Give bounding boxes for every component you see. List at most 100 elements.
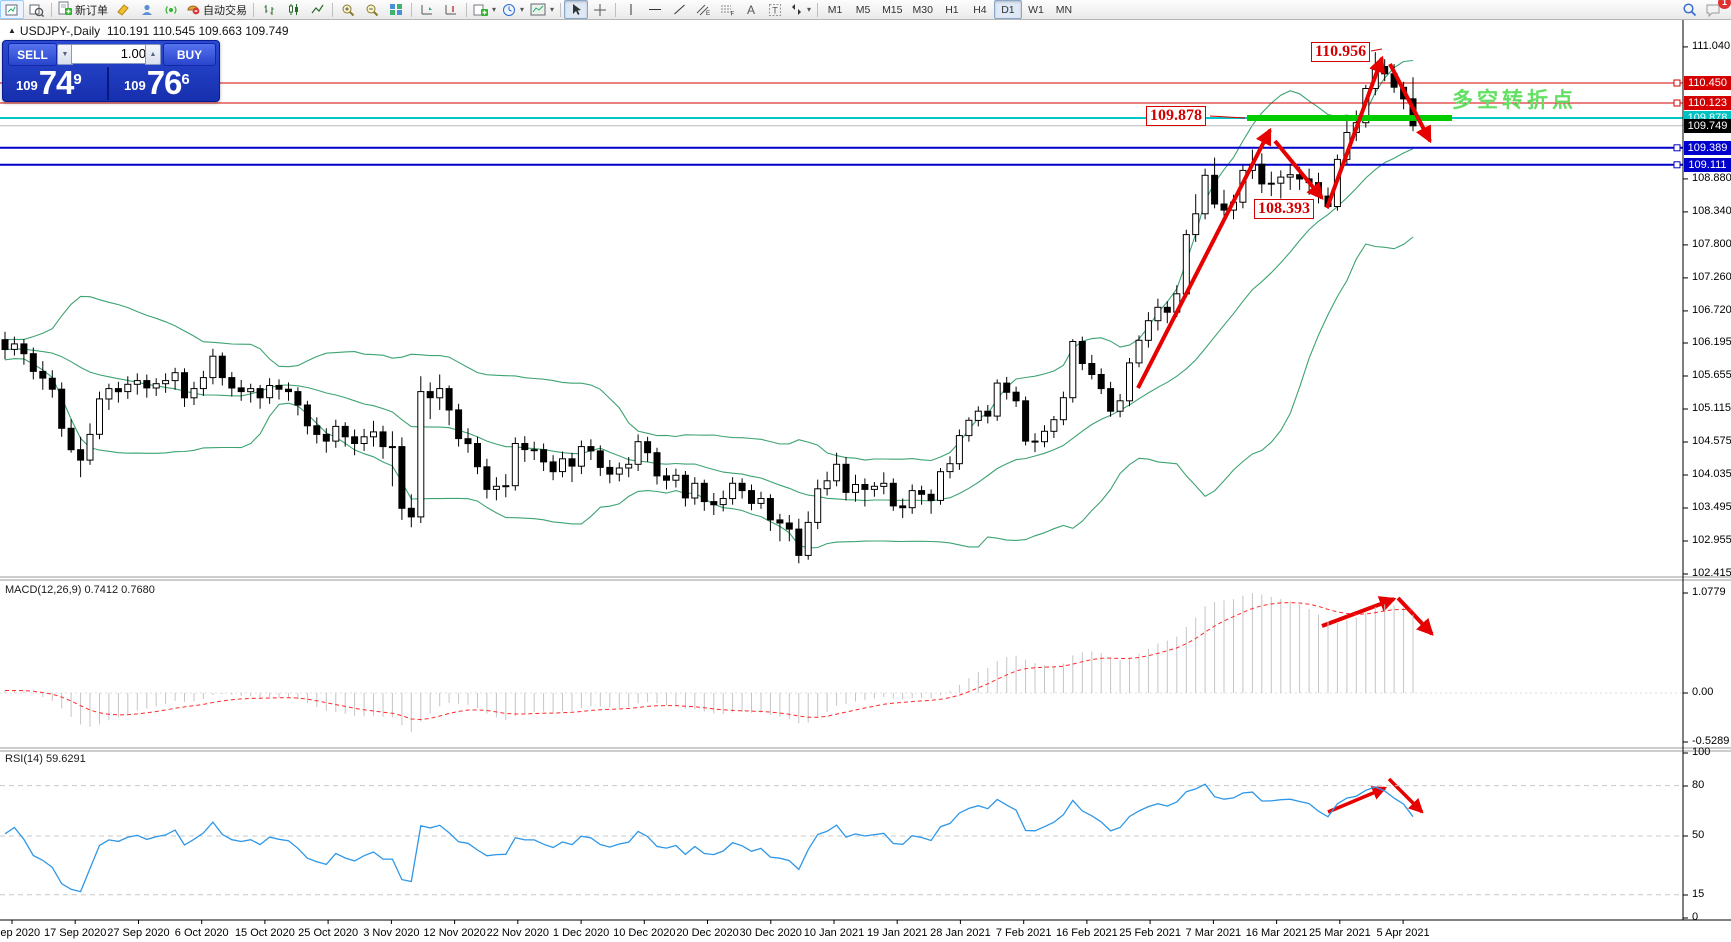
sell-button[interactable]: SELL (8, 43, 57, 66)
candle (615, 467, 623, 475)
line-handle[interactable] (1673, 161, 1681, 169)
chart-profiles-button[interactable] (24, 0, 48, 19)
candle (559, 458, 566, 473)
autotrading-icon (186, 2, 200, 18)
candle (587, 446, 595, 452)
equidistant-channel-tool[interactable]: E (691, 0, 715, 19)
text-label-tool[interactable]: T (763, 0, 787, 19)
rsi-arrow[interactable] (1387, 777, 1424, 814)
trendline-tool[interactable] (667, 0, 691, 19)
candle (426, 391, 434, 399)
horizontal-line-tool[interactable] (643, 0, 667, 19)
new-chart-button[interactable] (0, 0, 24, 19)
candle (955, 435, 963, 465)
timeframe-button-H1[interactable]: H1 (945, 3, 959, 16)
bar-chart-mode-button[interactable] (257, 0, 281, 19)
tile-windows-button[interactable] (384, 0, 408, 19)
candlestick-mode-button[interactable] (281, 0, 305, 19)
fibonacci-tool[interactable]: F (715, 0, 739, 19)
crosshair-tool-button[interactable] (588, 0, 612, 19)
search-icon[interactable] (1677, 0, 1701, 19)
candle (681, 474, 689, 499)
candle (1220, 203, 1228, 211)
bollinger-band (4, 148, 1414, 502)
candle (653, 452, 661, 477)
period-button[interactable]: ▾ (499, 0, 527, 19)
timeframe-button-M5[interactable]: M5 (855, 3, 871, 16)
timeframe-button-M15[interactable]: M15 (882, 3, 903, 16)
timeframe-button-MN[interactable]: MN (1055, 3, 1073, 16)
candle (237, 387, 245, 393)
community-button[interactable] (135, 0, 159, 19)
candle (833, 463, 841, 482)
line-chart-mode-button[interactable] (305, 0, 329, 19)
candle (1078, 341, 1086, 364)
candle (1022, 400, 1030, 442)
buy-price-big: 76 (146, 64, 183, 101)
buy-price-small: 109 (124, 78, 146, 93)
buy-button[interactable]: BUY (163, 43, 216, 66)
candle (861, 484, 869, 490)
trend-arrow[interactable] (1325, 55, 1385, 209)
timeframe-button-M1[interactable]: M1 (827, 3, 843, 16)
candle (663, 475, 670, 481)
template-button[interactable]: ▾ (527, 0, 557, 19)
sell-price[interactable]: 109 74 9 (3, 66, 109, 100)
signals-button[interactable] (159, 0, 183, 19)
zoom-out-button[interactable] (360, 0, 384, 19)
candle (407, 507, 415, 518)
price-annotation-110.956[interactable]: 110.956 (1311, 42, 1371, 62)
volume-increase-button[interactable]: ▲ (145, 44, 161, 65)
candle (842, 463, 850, 493)
cursor-tool-button[interactable] (564, 0, 589, 19)
arrows-tool[interactable]: ▾ (787, 0, 814, 19)
candle (398, 446, 406, 509)
timeframe-button-M30[interactable]: M30 (912, 3, 933, 16)
notification-badge: 1 (1718, 0, 1731, 9)
candle (1, 339, 9, 351)
buy-price[interactable]: 109 76 6 (111, 64, 219, 101)
line-handle[interactable] (1673, 79, 1681, 87)
trend-arrow[interactable] (1136, 127, 1272, 389)
text-tool[interactable]: A (747, 2, 756, 17)
metaeditor-button[interactable] (111, 0, 135, 19)
vertical-line-tool[interactable] (619, 0, 643, 19)
macd-arrow[interactable] (1396, 596, 1434, 636)
volume-input[interactable]: 1.00 (71, 44, 153, 64)
price-annotation-109.878[interactable]: 109.878 (1146, 106, 1206, 126)
auto-arrange-button[interactable] (415, 0, 439, 19)
price-annotation-108.393[interactable]: 108.393 (1254, 199, 1314, 219)
candle (785, 522, 793, 530)
rsi-arrow[interactable] (1327, 786, 1388, 814)
zoom-in-button[interactable] (336, 0, 360, 19)
line-handle[interactable] (1673, 99, 1681, 107)
candle (1144, 320, 1152, 341)
candle (152, 383, 160, 389)
autotrading-button[interactable]: 自动交易 (183, 0, 250, 19)
collapse-panel-icon[interactable]: ▲ (8, 26, 16, 35)
new-order-button[interactable]: 新订单 (55, 0, 111, 19)
timeframe-button-H4[interactable]: H4 (973, 3, 987, 16)
macd-signal-line (5, 602, 1414, 721)
candle (332, 425, 340, 442)
chart-shift-button[interactable] (439, 0, 463, 19)
timeframe-button-D1[interactable]: D1 (993, 0, 1022, 19)
trend-annotation-text[interactable]: 多空转折点 (1452, 89, 1577, 112)
trend-arrow[interactable] (1273, 139, 1324, 200)
timeframe-button-W1[interactable]: W1 (1028, 3, 1044, 16)
macd-arrow[interactable] (1321, 596, 1397, 628)
candle (1163, 306, 1171, 313)
add-indicator-button[interactable]: ▾ (470, 0, 499, 19)
bollinger-band (4, 59, 1414, 462)
trend-arrow[interactable] (1388, 63, 1432, 144)
line-handle[interactable] (1673, 144, 1681, 152)
candle (77, 449, 85, 461)
candle (729, 482, 737, 500)
candle (530, 449, 538, 452)
candle (388, 446, 396, 449)
chat-icon[interactable]: 1 (1701, 0, 1731, 19)
candle (114, 388, 122, 393)
candle (1267, 182, 1275, 185)
candle (351, 436, 359, 444)
